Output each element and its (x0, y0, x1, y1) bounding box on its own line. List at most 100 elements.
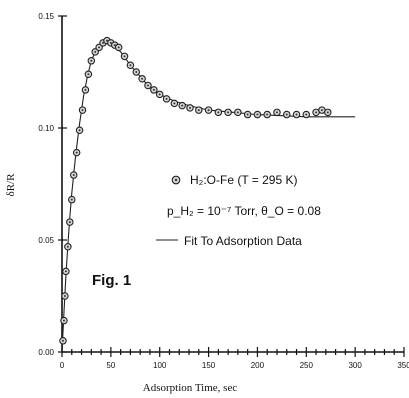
data-point-center (165, 97, 168, 100)
data-point (60, 316, 68, 325)
data-point-center (70, 198, 73, 201)
data-point-center (68, 221, 71, 224)
data-point (178, 101, 186, 110)
data-point (69, 171, 78, 179)
data-point-center (173, 102, 176, 105)
data-point-center (285, 113, 288, 116)
data-point-center (320, 109, 323, 112)
data-point (87, 57, 96, 65)
data-point (62, 267, 70, 276)
data-point (263, 110, 271, 119)
data-point-center (62, 319, 65, 322)
data-point-center (66, 245, 69, 248)
data-point (224, 108, 232, 117)
data-point-center (78, 129, 81, 132)
data-point-center (326, 111, 329, 114)
data-point (114, 43, 123, 52)
y-axis-title: δR/R (5, 173, 17, 197)
x-tick-label: 150 (202, 361, 216, 370)
data-point (78, 106, 87, 114)
axis-ticks: 0 50 100 150 200 250 300 350 0.00 0.05 0.10 0.15 (38, 12, 409, 370)
fit-line (61, 39, 356, 353)
data-point-center (109, 41, 112, 44)
data-point-center (275, 111, 278, 114)
y-tick-label: 0.00 (38, 348, 54, 357)
data-point (138, 74, 146, 83)
data-point (95, 43, 103, 52)
x-tick-label: 100 (153, 361, 167, 370)
data-point-center (305, 113, 308, 116)
data-point-center (181, 104, 184, 107)
data-point-center (146, 84, 149, 87)
data-point (126, 61, 135, 70)
data-point-center (217, 111, 220, 114)
data-point-center (152, 88, 155, 91)
data-point-center (141, 77, 144, 80)
fit-curve (61, 39, 356, 353)
data-point (186, 104, 194, 112)
data-point (195, 106, 203, 114)
x-tick-label: 350 (397, 361, 409, 370)
data-point-center (90, 59, 93, 62)
data-point-center (98, 46, 101, 49)
data-point (302, 110, 311, 119)
figure-label: Fig. 1 (92, 272, 131, 289)
data-point (61, 292, 69, 300)
data-point (59, 337, 67, 345)
x-tick-label: 0 (60, 361, 65, 370)
data-point (68, 195, 76, 204)
data-point-center (113, 44, 116, 47)
data-point-center (129, 64, 132, 67)
x-tick-label: 250 (300, 361, 314, 370)
data-point-center (135, 71, 138, 73)
data-point (170, 99, 179, 108)
data-point-center (123, 55, 126, 58)
data-point (132, 68, 141, 76)
data-point-center (102, 41, 105, 44)
data-point-center (266, 113, 269, 116)
data-point (64, 242, 72, 251)
y-tick-label: 0.10 (38, 124, 54, 133)
data-point-center (197, 109, 200, 112)
data-point-center (207, 109, 210, 112)
legend-entry-series: H₂:O-Fe (T = 295 K) (190, 173, 297, 187)
data-point (234, 108, 242, 117)
data-point-center (236, 111, 239, 114)
data-point-center (246, 113, 249, 116)
data-point (292, 110, 301, 119)
legend-entry-fit: Fit To Adsorption Data (184, 234, 302, 248)
data-point (243, 110, 252, 119)
data-point (81, 86, 90, 94)
data-point-center (256, 113, 259, 116)
data-point-center (84, 88, 87, 91)
y-tick-label: 0.15 (38, 12, 54, 21)
data-point-center (189, 106, 192, 109)
data-point-center (227, 111, 230, 114)
data-point (150, 86, 158, 94)
data-point-center (81, 109, 84, 112)
data-point (324, 108, 332, 117)
data-point (72, 148, 81, 157)
data-point-center (158, 93, 161, 96)
data-markers (59, 36, 332, 345)
data-point (75, 126, 84, 134)
legend-marker-dot (174, 178, 178, 182)
data-point (144, 81, 152, 90)
data-point (162, 95, 171, 103)
data-point (214, 108, 223, 117)
x-axis-title: Adsorption Time, sec (143, 382, 238, 394)
data-point-center (64, 270, 67, 273)
data-point-center (105, 39, 108, 42)
data-point (120, 52, 129, 61)
data-point (204, 106, 213, 114)
legend: H₂:O-Fe (T = 295 K) p_H₂ = 10⁻⁷ Torr, θ_… (156, 173, 321, 248)
x-tick-label: 200 (251, 361, 265, 370)
data-point (273, 108, 281, 117)
data-point (66, 218, 74, 226)
data-point (253, 110, 262, 119)
data-point-center (61, 339, 64, 342)
data-point (155, 90, 164, 99)
data-point (282, 110, 291, 119)
data-point-center (63, 295, 66, 297)
